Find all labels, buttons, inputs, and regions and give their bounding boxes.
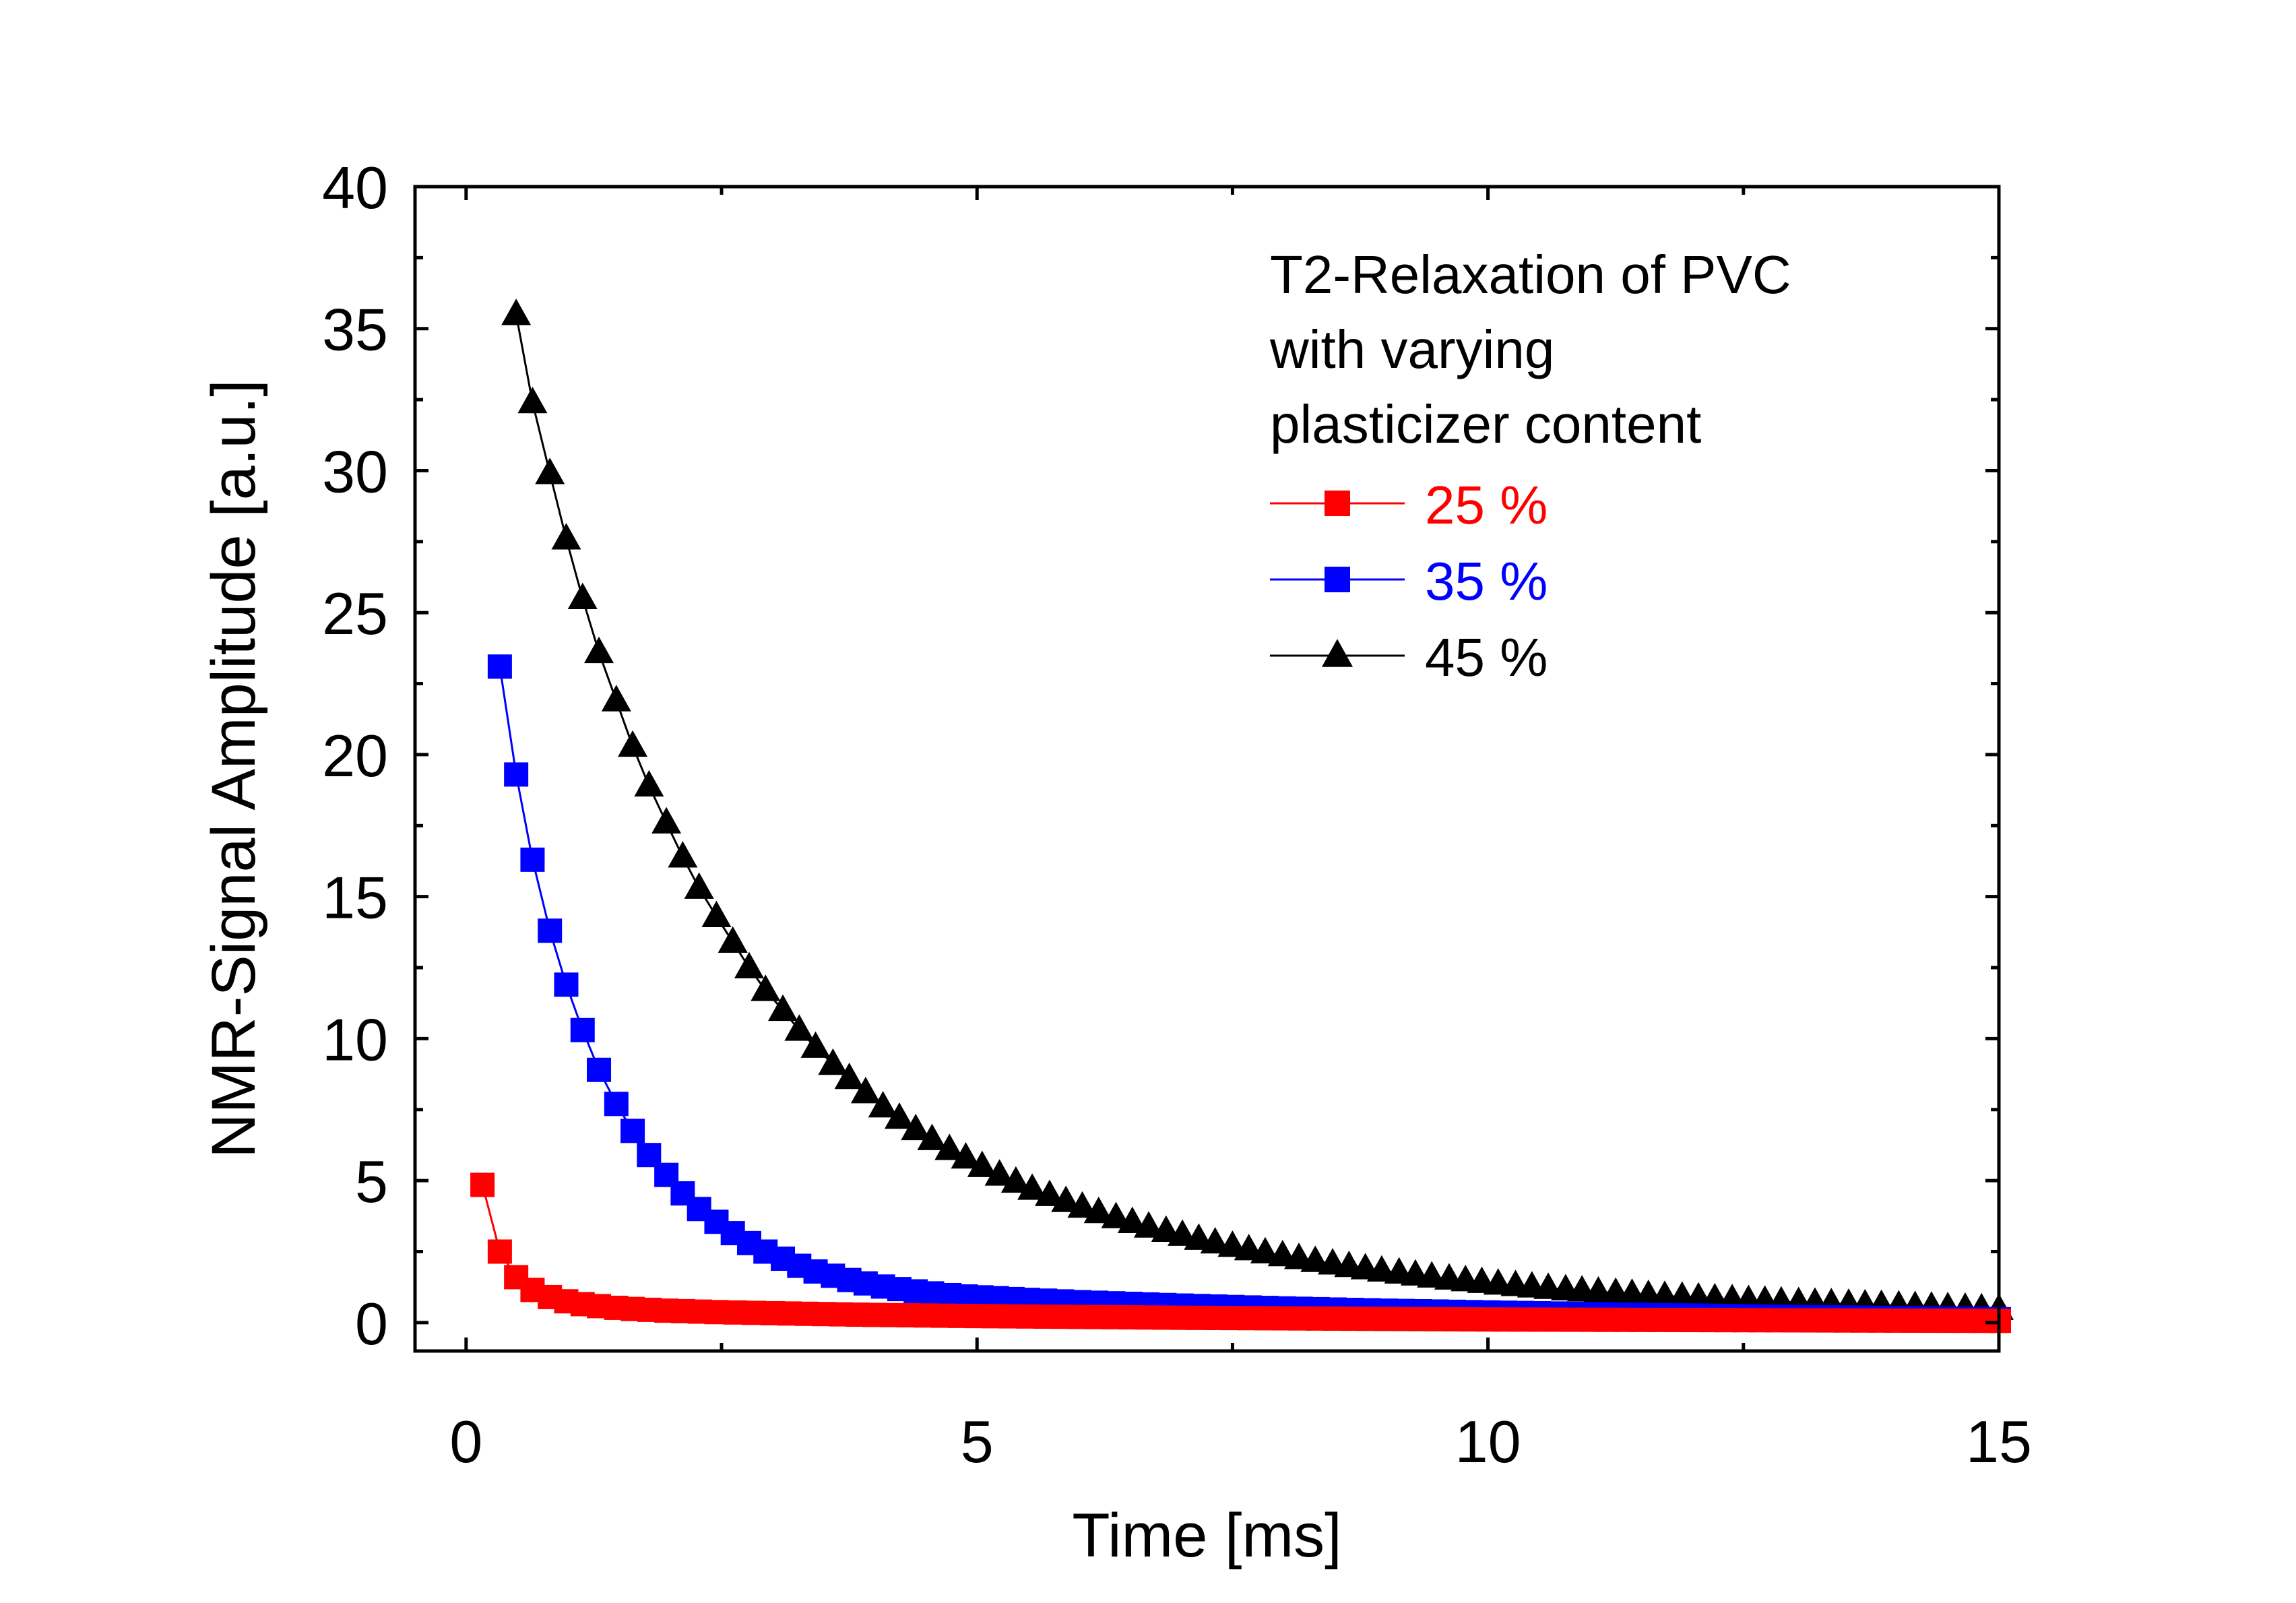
data-point — [834, 1062, 864, 1090]
y-axis-title: NMR-Signal Amplitude [a.u.] — [199, 379, 268, 1158]
data-point — [554, 972, 579, 997]
data-point — [934, 1133, 965, 1160]
data-point — [1250, 1236, 1280, 1264]
x-axis-title: Time [ms] — [1072, 1501, 1341, 1570]
legend-swatch-marker — [1322, 639, 1353, 667]
legend-entry: 25 % — [1270, 475, 1548, 535]
data-point — [487, 1239, 512, 1264]
data-point — [567, 582, 598, 609]
data-point — [634, 769, 664, 797]
data-point — [901, 1113, 931, 1141]
data-point — [1200, 1226, 1230, 1254]
data-point — [1117, 1206, 1147, 1233]
data-point — [1151, 1215, 1181, 1243]
data-point — [570, 1017, 595, 1042]
data-point — [520, 847, 545, 872]
data-point — [1051, 1185, 1081, 1212]
legend-swatch-marker — [1325, 567, 1350, 592]
data-point — [751, 974, 781, 1001]
axes-layer: 0 5 10 15 0 5 10 15 20 25 30 35 40 — [322, 154, 2032, 1475]
legend-entry: 35 % — [1270, 551, 1548, 611]
data-point — [1134, 1211, 1164, 1238]
data-point — [684, 872, 714, 899]
data-point — [470, 1172, 495, 1197]
legend-entry: 45 % — [1270, 627, 1548, 687]
y-tick-label: 10 — [322, 1006, 388, 1073]
data-point — [620, 1119, 645, 1143]
data-point — [701, 900, 732, 928]
data-point — [1168, 1219, 1198, 1246]
data-point — [800, 1031, 831, 1058]
data-point — [668, 841, 698, 868]
data-point — [538, 918, 563, 943]
data-point — [501, 298, 532, 325]
legend-label: 45 % — [1425, 627, 1548, 687]
data-point — [1067, 1191, 1097, 1218]
data-point — [584, 636, 614, 664]
data-point — [651, 807, 682, 834]
data-point — [487, 654, 512, 679]
data-point — [1000, 1166, 1031, 1193]
x-tick-label: 10 — [1455, 1408, 1521, 1475]
legend-title-line: with varying — [1269, 319, 1554, 379]
y-tick-label: 5 — [355, 1148, 388, 1215]
x-tick-label: 0 — [449, 1408, 482, 1475]
y-tick-label: 15 — [322, 865, 388, 931]
data-point — [535, 458, 565, 484]
legend-entries: 25 % 35 % 45 % — [1270, 475, 1548, 687]
x-tick-label: 5 — [961, 1408, 994, 1475]
y-tick-label: 30 — [322, 438, 388, 505]
data-point — [850, 1077, 881, 1104]
legend-label: 25 % — [1425, 475, 1548, 535]
data-point — [917, 1123, 947, 1150]
data-point — [517, 386, 548, 414]
data-point — [551, 523, 581, 550]
y-tick-label: 40 — [322, 154, 388, 221]
legend-label: 35 % — [1425, 551, 1548, 611]
data-point — [784, 1014, 815, 1041]
data-point — [587, 1057, 612, 1082]
legend: T2-Relaxation of PVC with varying plasti… — [1269, 245, 1791, 687]
y-tick-label: 20 — [322, 722, 388, 789]
legend-title-line: T2-Relaxation of PVC — [1270, 245, 1791, 305]
data-point — [734, 951, 764, 978]
plot-frame — [413, 185, 2001, 1353]
data-point — [1300, 1245, 1331, 1272]
data-point — [1017, 1173, 1048, 1200]
data-point — [884, 1102, 914, 1129]
data-point — [768, 994, 798, 1021]
legend-title-line: plasticizer content — [1270, 394, 1701, 454]
data-point — [504, 762, 529, 787]
data-point — [718, 926, 748, 953]
data-point — [1101, 1201, 1131, 1228]
data-point — [951, 1141, 981, 1169]
series-layer — [470, 298, 2014, 1333]
y-tick-label: 0 — [355, 1290, 388, 1357]
y-tick-label: 25 — [322, 580, 388, 647]
legend-swatch-marker — [1325, 491, 1350, 516]
data-point — [618, 730, 648, 757]
data-point — [604, 1092, 629, 1117]
data-point — [601, 685, 631, 712]
data-point — [818, 1048, 848, 1075]
y-tick-label: 35 — [322, 296, 388, 363]
data-point — [984, 1159, 1015, 1186]
data-point — [1083, 1196, 1114, 1224]
series-25-group — [470, 1172, 2011, 1333]
x-tick-label: 15 — [1966, 1408, 2032, 1475]
data-point — [1034, 1179, 1064, 1206]
data-point — [967, 1150, 997, 1177]
data-point — [868, 1091, 898, 1118]
